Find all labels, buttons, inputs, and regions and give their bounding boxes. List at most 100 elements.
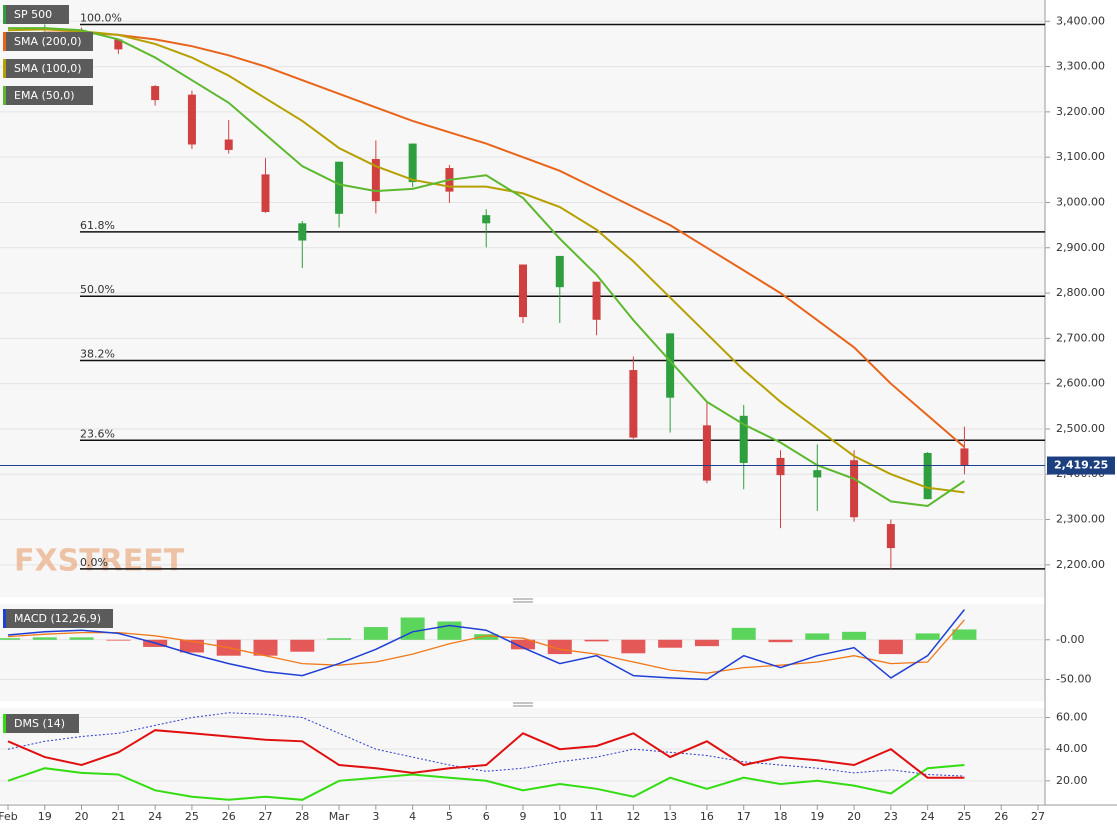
fib-label: 61.8% <box>80 219 115 232</box>
legend-item: SMA (200,0) <box>3 32 93 51</box>
histogram-bar <box>731 627 756 640</box>
y-tick-label: 60.00 <box>1056 711 1088 724</box>
histogram-bar <box>363 627 388 640</box>
candle-body <box>702 425 711 481</box>
candle-body <box>666 333 675 398</box>
x-tick-label: 11 <box>590 810 604 823</box>
histogram-bar <box>106 639 131 641</box>
x-tick-label: 5 <box>446 810 453 823</box>
y-tick-label: -50.00 <box>1056 673 1091 686</box>
last-price-label: 2,419.25 <box>1054 459 1108 472</box>
x-tick-label: 28 <box>295 810 309 823</box>
x-tick-label: 20 <box>847 810 861 823</box>
y-tick-label: 2,500.00 <box>1056 422 1105 435</box>
ma-line <box>8 27 965 508</box>
y-tick-label: 3,400.00 <box>1056 14 1105 27</box>
legend-box <box>3 5 69 24</box>
x-tick-label: Mar <box>329 810 350 823</box>
histogram-bar <box>327 638 352 640</box>
x-tick-label: 23 <box>884 810 898 823</box>
candle-body <box>261 174 270 212</box>
x-tick-label: 17 <box>737 810 751 823</box>
histogram-bar <box>69 637 94 640</box>
fib-label: 38.2% <box>80 348 115 361</box>
candle-body <box>519 264 527 318</box>
candle-body <box>224 139 233 150</box>
legend-label: DMS (14) <box>14 717 65 730</box>
legend-box <box>3 714 79 733</box>
legend-label: MACD (12,26,9) <box>14 612 101 625</box>
x-tick-label: 19 <box>810 810 824 823</box>
x-tick-label: 6 <box>483 810 490 823</box>
x-tick-label: 4 <box>409 810 416 823</box>
histogram-bar <box>805 633 830 640</box>
candle-body <box>408 143 417 183</box>
y-tick-label: 2,700.00 <box>1056 331 1105 344</box>
y-tick-label: 3,300.00 <box>1056 60 1105 73</box>
histogram-bar <box>658 639 683 648</box>
splitter <box>513 598 533 707</box>
x-tick-label: 20 <box>75 810 89 823</box>
y-tick-label: 3,200.00 <box>1056 105 1105 118</box>
legend-swatch <box>3 5 6 24</box>
legend-label: SMA (200,0) <box>14 35 82 48</box>
histogram-bar <box>474 634 499 640</box>
x-tick-label: 3 <box>372 810 379 823</box>
candle-body <box>482 215 491 224</box>
x-tick-label: 27 <box>1031 810 1045 823</box>
histogram-bar <box>878 639 903 655</box>
candle-body <box>813 470 822 478</box>
candle-body <box>923 452 932 500</box>
x-tick-label: 25 <box>185 810 199 823</box>
histogram-bar <box>0 638 20 640</box>
legend-item: SMA (100,0) <box>3 59 93 78</box>
x-tick-label: 12 <box>626 810 640 823</box>
y-tick-label: 40.00 <box>1056 742 1088 755</box>
x-tick-label: 25 <box>957 810 971 823</box>
x-tick-label: 13 <box>663 810 677 823</box>
histogram-bar <box>768 639 793 643</box>
x-tick-label: Feb <box>0 810 18 823</box>
fib-label: 23.6% <box>80 427 115 440</box>
candle-body <box>371 158 380 202</box>
legend-swatch <box>3 609 6 628</box>
legend-item: DMS (14) <box>3 714 79 733</box>
x-tick-label: 16 <box>700 810 714 823</box>
candle-body <box>298 223 307 241</box>
ma-line <box>7 31 966 448</box>
legend-swatch <box>3 714 6 733</box>
x-tick-label: 24 <box>148 810 162 823</box>
histogram-bar <box>290 639 315 652</box>
x-tick-label: 27 <box>259 810 273 823</box>
signal-line <box>7 619 965 674</box>
x-tick-label: 10 <box>553 810 567 823</box>
candle-body <box>960 448 969 466</box>
y-tick-label: 2,200.00 <box>1056 558 1105 571</box>
x-tick-label: 26 <box>222 810 236 823</box>
candle-body <box>555 255 564 288</box>
last-price-tag <box>1047 456 1115 475</box>
histogram-bar <box>584 639 609 642</box>
legend-item: EMA (50,0) <box>3 86 93 105</box>
minus-di-line <box>7 729 965 779</box>
x-tick-label: 18 <box>774 810 788 823</box>
legend-label: EMA (50,0) <box>14 89 75 102</box>
y-tick-label: 3,100.00 <box>1056 150 1105 163</box>
ma-line <box>7 28 965 494</box>
legend-label: SMA (100,0) <box>14 62 82 75</box>
plus-di-line <box>7 764 965 801</box>
legend-box <box>3 32 93 51</box>
histogram-bar <box>32 637 57 640</box>
fib-label: 0.0% <box>80 556 108 569</box>
macd-line <box>7 609 965 681</box>
histogram-bar <box>511 639 535 650</box>
legend-label: SP 500 <box>14 8 52 21</box>
fib-label: 50.0% <box>80 283 115 296</box>
candle-body <box>114 39 123 50</box>
legend-box <box>3 59 93 78</box>
y-tick-label: 3,000.00 <box>1056 195 1105 208</box>
histogram-bar <box>621 639 646 654</box>
y-tick-label: 2,900.00 <box>1056 241 1105 254</box>
legend-item: SP 500 <box>3 5 69 24</box>
